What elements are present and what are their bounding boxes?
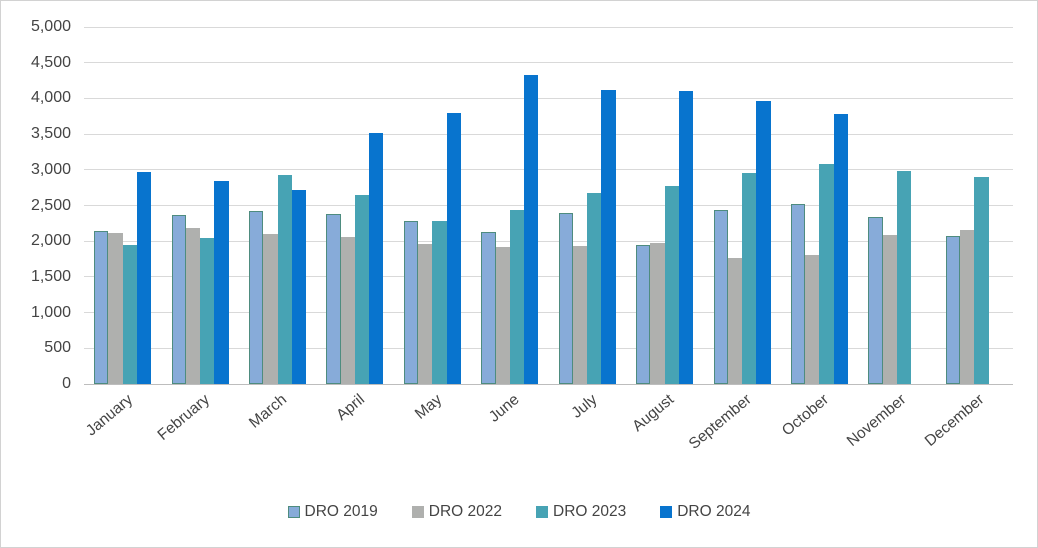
bar-dro-2023-march	[277, 174, 292, 384]
legend-label: DRO 2019	[304, 503, 378, 520]
bar-dro-2023-february	[200, 237, 215, 384]
legend-item-dro-2019: DRO 2019	[287, 503, 378, 521]
bar-dro-2019-may	[403, 221, 419, 384]
y-axis-tick-label: 4,000	[30, 89, 71, 107]
bar-dro-2019-june	[481, 231, 496, 384]
y-axis-tick-label: 3,500	[30, 125, 71, 143]
x-axis-label-january: January	[82, 391, 136, 440]
legend-item-dro-2024: DRO 2024	[660, 503, 750, 521]
y-axis-tick-label: 4,500	[30, 53, 71, 71]
legend-item-dro-2022: DRO 2022	[411, 503, 502, 521]
gridline	[84, 169, 1013, 171]
bar-dro-2019-july	[558, 213, 573, 384]
plot-area	[84, 26, 1013, 385]
legend-item-dro-2023: DRO 2023	[536, 503, 626, 521]
bar-dro-2019-september	[713, 209, 728, 384]
bar-dro-2019-january	[94, 231, 109, 384]
legend-label: DRO 2022	[428, 503, 502, 520]
bar-dro-2024-may	[446, 113, 461, 384]
gridline	[84, 347, 1013, 349]
x-axis-labels: January February March April May June July Augu…	[82, 391, 1013, 476]
gridline	[84, 312, 1013, 314]
bar-dro-2022-june	[495, 246, 510, 384]
bar-dro-2024-june	[524, 74, 539, 384]
y-axis-tick-label: 1,000	[30, 303, 71, 321]
legend-swatch-icon	[536, 506, 548, 518]
legend-swatch-icon	[287, 506, 300, 518]
y-axis-tick-label: 500	[44, 339, 71, 357]
bar-dro-2023-august	[664, 186, 679, 384]
bar-dro-2023-october	[819, 164, 834, 384]
bar-dro-2022-august	[650, 242, 665, 384]
bar-dro-2022-march	[263, 234, 278, 384]
x-axis-label-december: December	[921, 391, 988, 450]
x-axis-label-october: October	[779, 391, 833, 440]
gridline	[84, 240, 1013, 242]
bar-dro-2019-august	[636, 244, 651, 384]
bar-dro-2024-february	[214, 180, 229, 384]
bar-dro-2019-april	[326, 214, 341, 384]
x-axis-label-september: September	[685, 391, 755, 453]
bar-dro-2024-october	[833, 114, 848, 384]
x-axis-line	[84, 383, 1013, 385]
bar-dro-2022-september	[727, 258, 743, 384]
gridline	[84, 133, 1013, 135]
bar-dro-2019-march	[249, 210, 264, 384]
gridline	[84, 205, 1013, 206]
x-axis-label-april: April	[333, 391, 368, 424]
legend-swatch-icon	[411, 506, 424, 518]
bar-dro-2024-september	[756, 101, 771, 384]
x-axis-label-august: August	[629, 391, 678, 436]
bar-dro-2019-october	[790, 204, 806, 384]
x-axis-label-july: July	[568, 391, 601, 422]
legend-swatch-icon	[660, 506, 673, 518]
bar-dro-2019-november	[868, 216, 883, 384]
bar-dro-2022-october	[805, 254, 820, 384]
y-axis-tick-label: 1,500	[30, 267, 71, 285]
x-axis-label-november: November	[844, 391, 910, 450]
y-axis-tick-label: 2,500	[30, 196, 71, 214]
x-axis-label-may: May	[411, 391, 446, 423]
gridline	[84, 97, 1013, 99]
bar-dro-2023-april	[354, 194, 370, 384]
bar-dro-2024-april	[369, 133, 384, 384]
bar-dro-2022-july	[572, 246, 588, 384]
bar-dro-2023-september	[742, 173, 757, 384]
bar-dro-2023-june	[509, 209, 525, 384]
bar-dro-2023-july	[587, 193, 602, 384]
bar-dro-2023-january	[122, 245, 137, 384]
bar-dro-2022-november	[882, 234, 897, 384]
gridline	[84, 62, 1013, 64]
y-axis-tick-label: 5,000	[30, 18, 71, 35]
bar-dro-2024-july	[601, 89, 616, 384]
bar-dro-2019-february	[171, 214, 186, 384]
bar-dro-2024-august	[678, 91, 694, 384]
y-axis-tick-label: 2,000	[30, 232, 71, 250]
gridline	[84, 276, 1013, 278]
x-axis-label-march: March	[246, 391, 291, 432]
y-axis-tick-label: 3,000	[30, 160, 71, 178]
x-axis-label-june: June	[486, 391, 523, 426]
legend: DRO 2019 DRO 2022 DRO 2023 DRO 2024	[1, 503, 1037, 521]
bar-dro-2023-december	[974, 176, 989, 384]
bar-dro-2024-march	[291, 189, 307, 384]
bar-dro-2022-february	[185, 228, 201, 384]
gridline	[84, 26, 1013, 28]
bar-dro-2022-january	[108, 233, 123, 384]
bar-dro-2023-may	[432, 220, 447, 384]
x-axis-label-february: February	[154, 391, 214, 444]
bar-dro-2022-december	[960, 229, 975, 384]
bar-dro-2024-january	[136, 171, 152, 384]
bar-dro-2023-november	[896, 171, 912, 384]
legend-label: DRO 2023	[553, 503, 627, 520]
bar-dro-2019-december	[945, 236, 961, 384]
bar-dro-2022-may	[418, 244, 433, 384]
bar-dro-2022-april	[340, 236, 355, 384]
legend-label: DRO 2024	[677, 503, 751, 520]
y-axis-tick-label: 0	[62, 375, 71, 392]
